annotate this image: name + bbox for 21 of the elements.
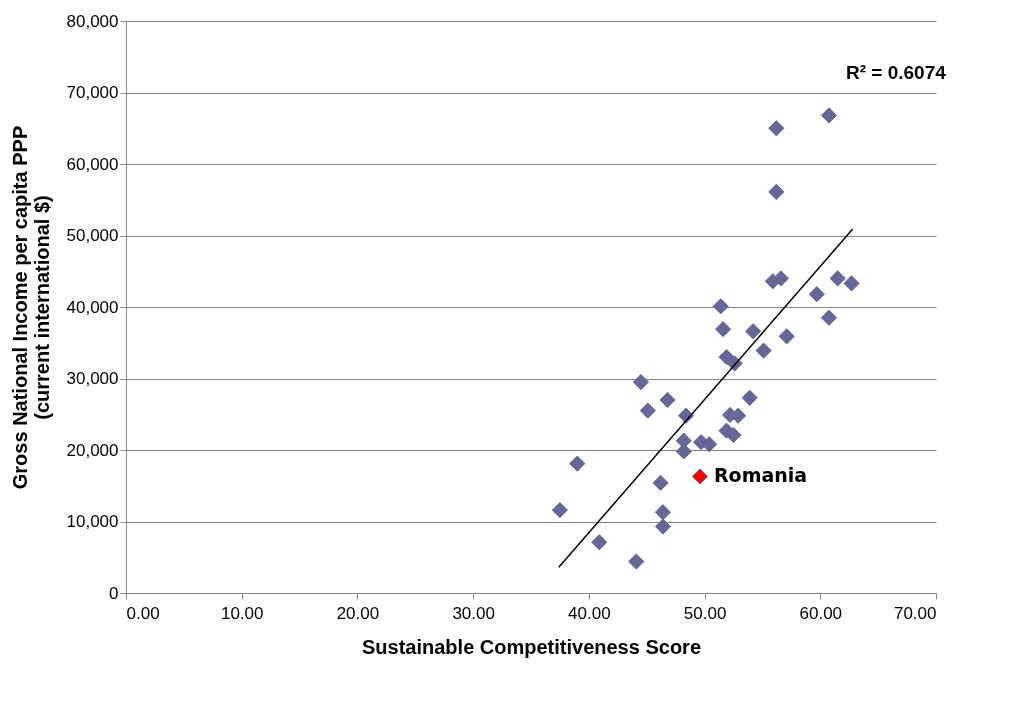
- x-tick-label: 30.00: [452, 603, 495, 623]
- x-tick-label: 10.00: [220, 603, 264, 623]
- y-tick-label: 30,000: [66, 369, 119, 388]
- x-tick-label: 0.00: [126, 603, 160, 623]
- y-tick-label: 50,000: [66, 226, 119, 245]
- x-tick-label: 40.00: [568, 603, 611, 623]
- y-tick-label: 70,000: [66, 83, 119, 102]
- y-tick-label: 20,000: [66, 440, 119, 460]
- x-axis-title: Sustainable Competitiveness Score: [361, 635, 702, 658]
- x-tick-label: 50.00: [683, 603, 727, 623]
- x-tick-label: 20.00: [336, 603, 380, 623]
- y-axis-title: Gross National Income per capita PPP (current international $): [8, 125, 53, 490]
- annotation: R² = 0.6074: [846, 62, 947, 83]
- y-tick-label: 40,000: [66, 297, 119, 317]
- y-tick-label: 0: [109, 583, 119, 603]
- x-tick-label: 70.00: [893, 603, 937, 623]
- series-label: Romania: [713, 464, 808, 487]
- x-tick-label: 60.00: [799, 603, 843, 623]
- y-tick-label: 10,000: [66, 512, 119, 531]
- y-tick-label: 80,000: [66, 11, 119, 31]
- y-tick-label: 60,000: [66, 154, 119, 174]
